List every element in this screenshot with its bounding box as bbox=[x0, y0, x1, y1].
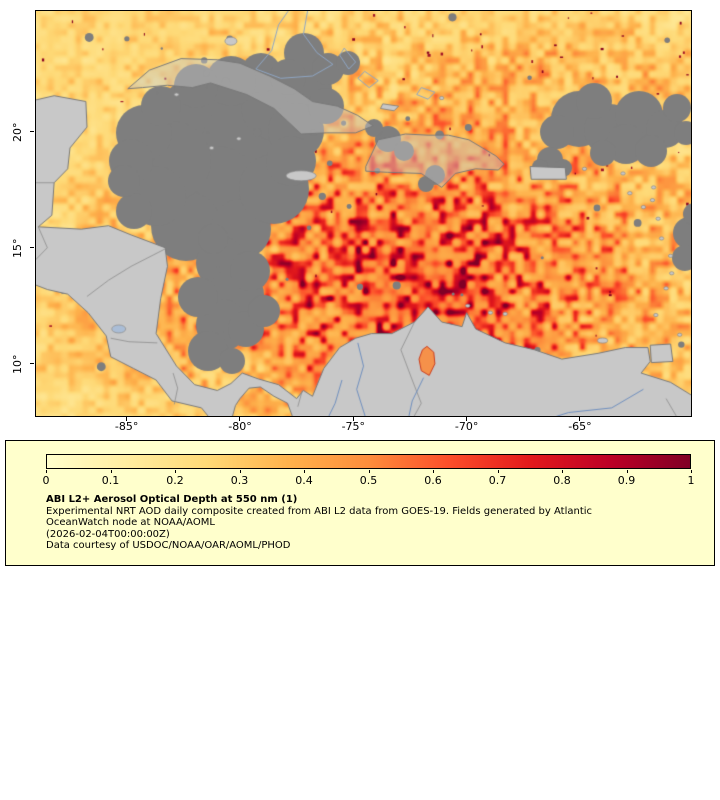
longitude-tick bbox=[466, 417, 468, 421]
colorbar-tick-label: 1 bbox=[687, 474, 695, 487]
legend-description-line1: Experimental NRT AOD daily composite cre… bbox=[46, 505, 593, 517]
colorbar-tick-label: 0.2 bbox=[166, 474, 184, 487]
legend-timestamp: (2026-02-04T00:00:00Z) bbox=[46, 528, 170, 540]
latitude-tick bbox=[30, 131, 34, 133]
latitude-tick bbox=[30, 363, 34, 365]
colorbar-tick bbox=[562, 470, 563, 473]
colorbar-gradient bbox=[46, 454, 691, 469]
colorbar-tick bbox=[110, 470, 112, 473]
longitude-tick bbox=[579, 417, 581, 421]
aod-map-canvas bbox=[36, 11, 691, 416]
colorbar-tick bbox=[239, 470, 241, 473]
longitude-tick-label: -85° bbox=[114, 420, 139, 433]
colorbar-tick-label: 0.6 bbox=[424, 474, 442, 487]
colorbar-tick bbox=[368, 470, 370, 473]
legend-panel: 0 0.1 0.2 0.3 0.4 0.5 0.6 0.7 0.8 0.9 1 ABI L2+ Ae… bbox=[5, 440, 715, 566]
legend-text-block: ABI L2+ Aerosol Optical Depth at 550 nm … bbox=[46, 494, 706, 552]
colorbar-tick-label: 0.9 bbox=[617, 474, 636, 487]
map-frame bbox=[35, 10, 692, 417]
colorbar-tick-label: 0 bbox=[42, 474, 50, 487]
colorbar-tick bbox=[175, 470, 176, 473]
legend-description-line2: OceanWatch node at NOAA/AOML bbox=[46, 517, 215, 528]
colorbar-tick bbox=[304, 470, 305, 473]
colorbar-tick-label: 0.3 bbox=[230, 474, 249, 487]
colorbar-tick-label: 0.8 bbox=[553, 474, 571, 487]
colorbar-tick-label: 0.5 bbox=[359, 474, 378, 487]
latitude-tick-label: 15° bbox=[11, 237, 24, 258]
colorbar-tick bbox=[46, 470, 47, 473]
colorbar-tick-label: 0.4 bbox=[295, 474, 313, 487]
latitude-tick-label: 20° bbox=[11, 121, 24, 142]
latitude-tick bbox=[30, 247, 34, 249]
longitude-tick bbox=[126, 417, 128, 421]
colorbar-tick bbox=[626, 470, 628, 473]
colorbar-tick bbox=[691, 470, 692, 473]
colorbar-tick bbox=[433, 470, 434, 473]
longitude-tick-label: -65° bbox=[568, 420, 592, 433]
longitude-tick-label: -75° bbox=[341, 420, 366, 433]
colorbar-tick-label: 0.1 bbox=[101, 474, 120, 487]
colorbar-tick bbox=[497, 470, 499, 473]
legend-credit: Data courtesy of USDOC/NOAA/OAR/AOML/PHO… bbox=[46, 540, 291, 551]
longitude-tick-label: -80° bbox=[228, 420, 252, 433]
colorbar-tick-label: 0.7 bbox=[488, 474, 507, 487]
longitude-tick-label: -70° bbox=[454, 420, 479, 433]
legend-title: ABI L2+ Aerosol Optical Depth at 550 nm … bbox=[46, 494, 298, 505]
longitude-tick bbox=[352, 417, 354, 421]
latitude-tick-label: 10° bbox=[11, 354, 24, 374]
longitude-tick bbox=[239, 417, 241, 421]
